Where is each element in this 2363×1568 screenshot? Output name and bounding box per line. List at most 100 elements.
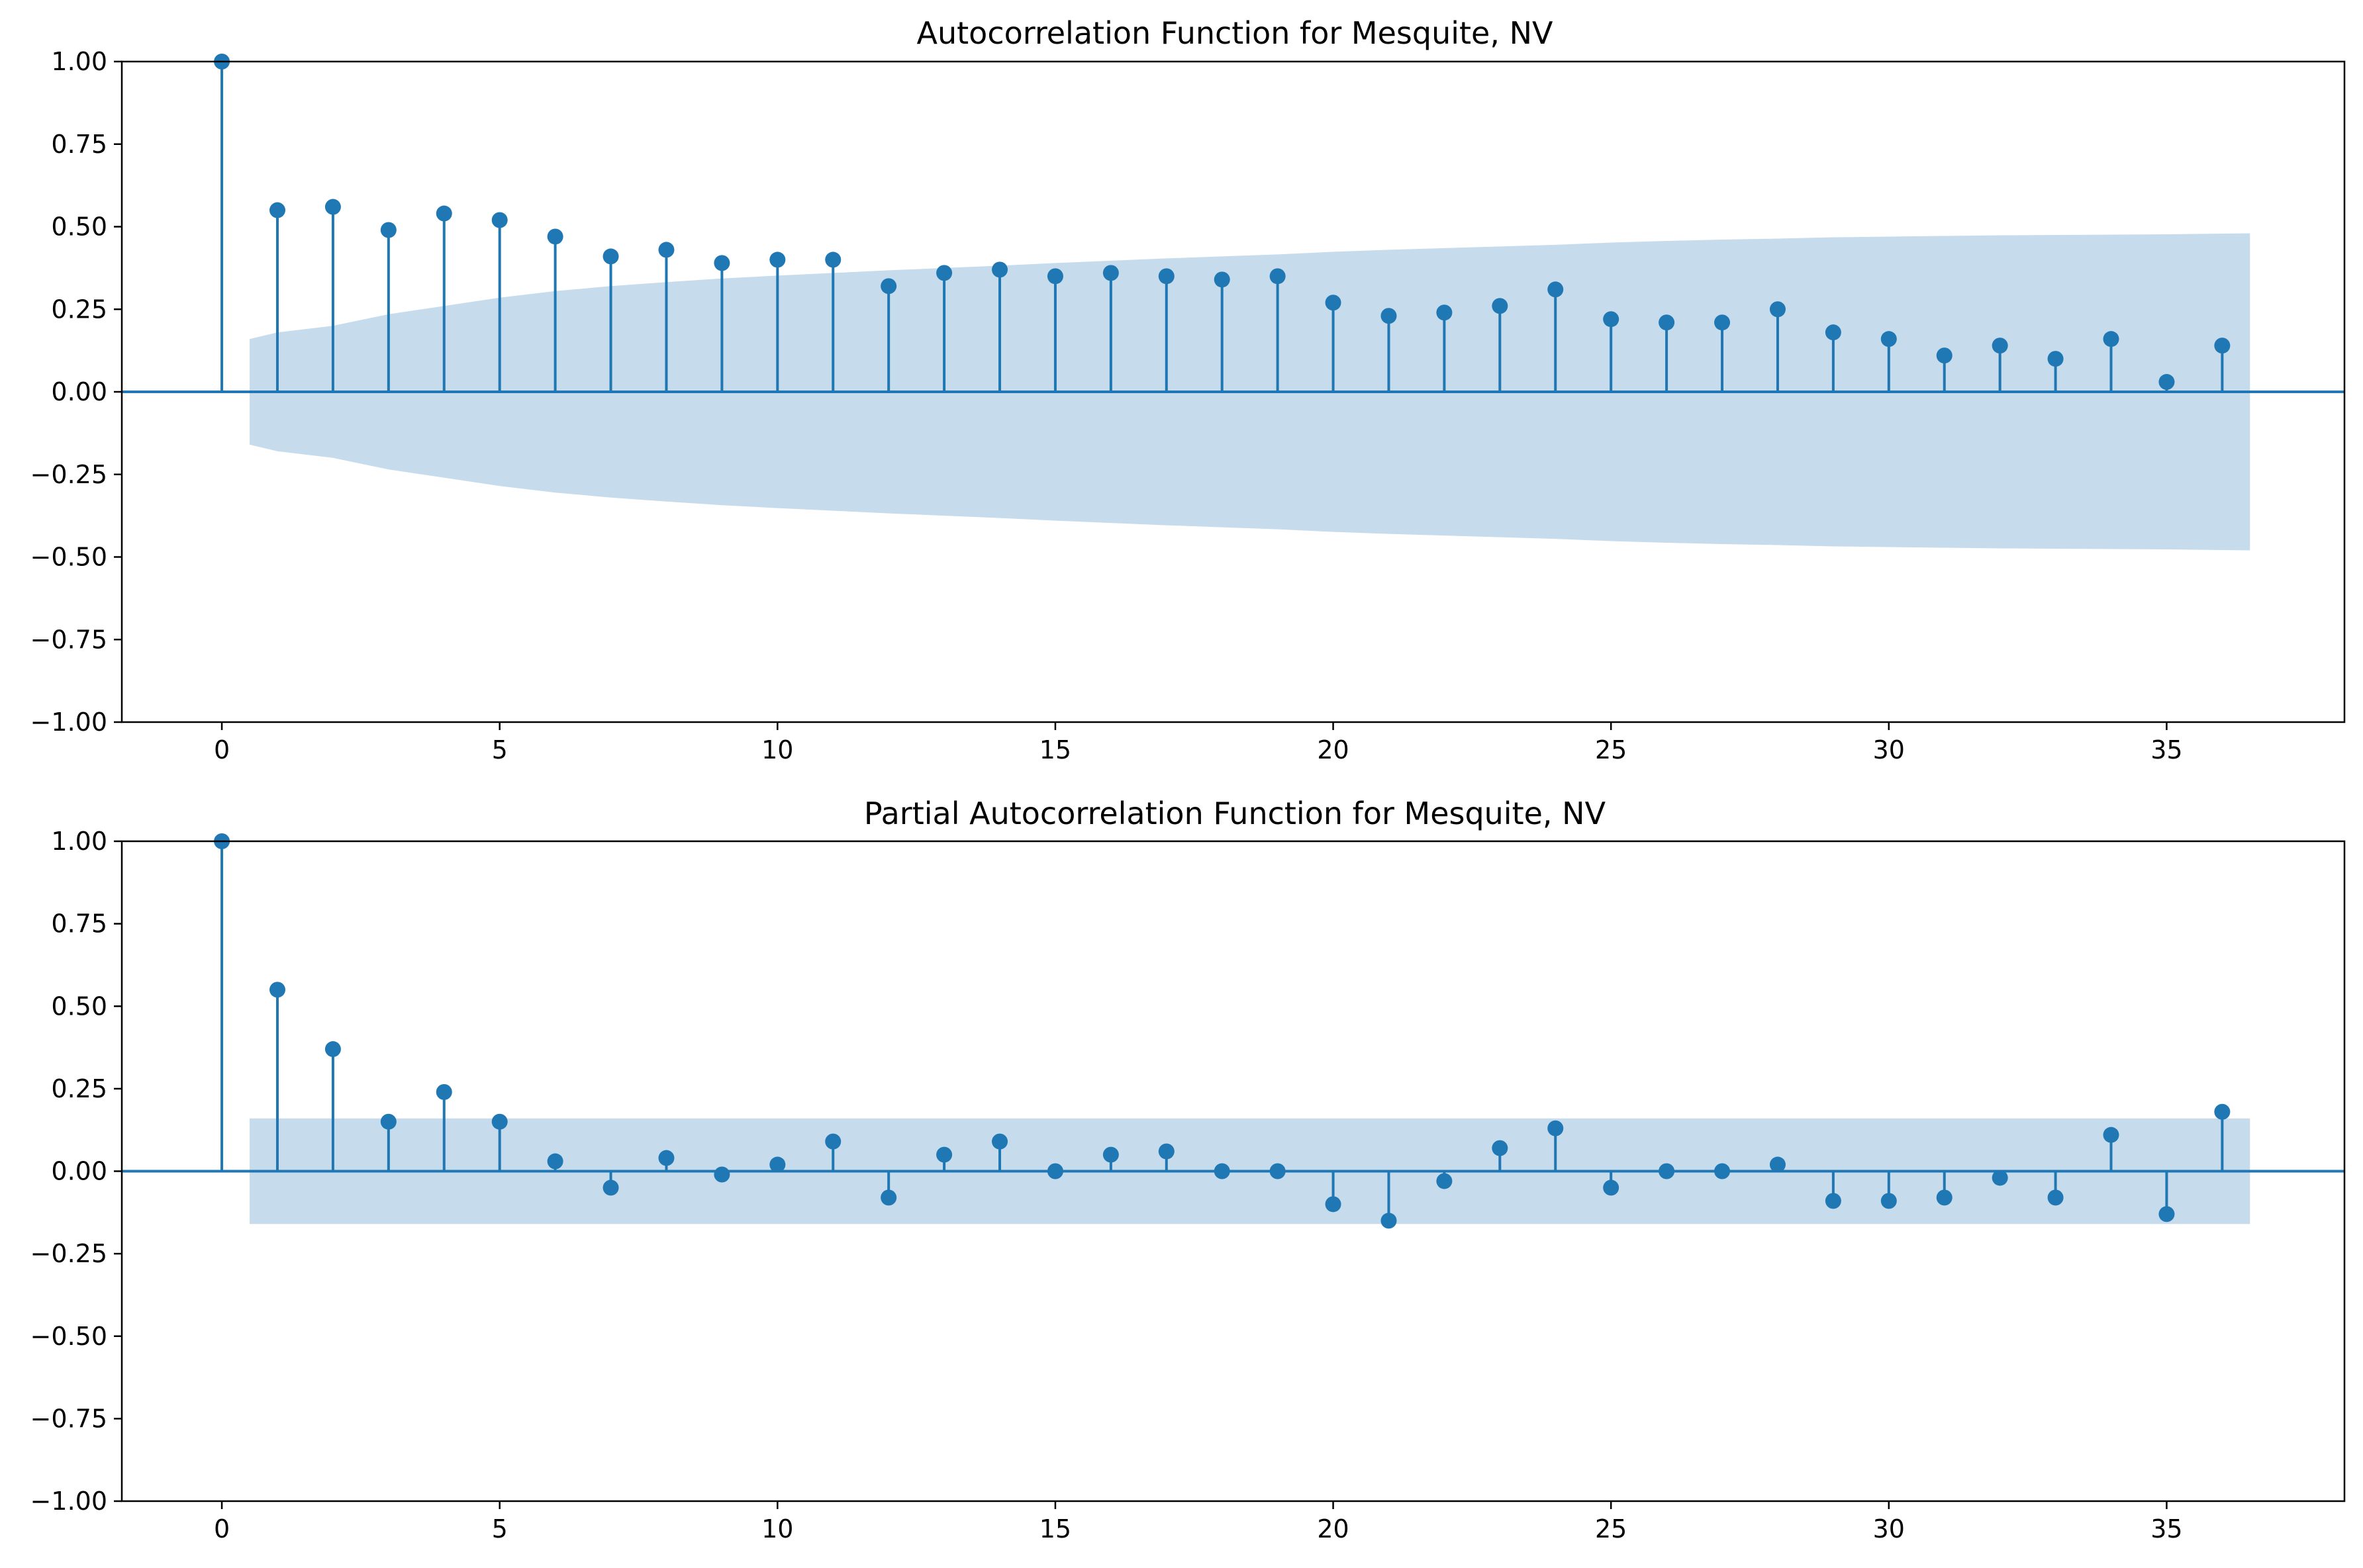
pacf-x-tick-label: 10 [761,1514,793,1544]
acf-marker-lag-1 [269,202,285,218]
acf-marker-lag-17 [1158,268,1175,285]
pacf-marker-lag-22 [1436,1173,1453,1189]
pacf-marker-lag-19 [1269,1163,1286,1179]
pacf-marker-lag-15 [1047,1163,1063,1179]
acf-panel: Autocorrelation Function for Mesquite, N… [30,15,2346,764]
acf-marker-lag-7 [603,248,619,265]
acf-title: Autocorrelation Function for Mesquite, N… [917,15,1553,51]
acf-marker-lag-9 [714,255,730,271]
acf-markers [214,54,2231,391]
acf-marker-lag-4 [436,205,452,222]
pacf-marker-lag-2 [324,1041,341,1058]
pacf-marker-lag-14 [992,1133,1008,1150]
pacf-marker-lag-28 [1769,1156,1786,1173]
pacf-marker-lag-5 [491,1113,508,1130]
pacf-y-tick-label: 0.50 [51,992,107,1021]
pacf-x-tick-label: 25 [1595,1514,1627,1544]
acf-marker-lag-32 [1992,338,2008,354]
acf-marker-lag-5 [491,212,508,228]
pacf-y-tick-label: −1.00 [30,1487,107,1516]
acf-marker-lag-6 [547,228,563,245]
acf-y-tick-label: −0.75 [30,625,107,654]
pacf-marker-lag-27 [1714,1163,1731,1179]
pacf-marker-lag-33 [2047,1189,2064,1206]
pacf-marker-lag-25 [1603,1179,1619,1196]
pacf-y-axis: −1.00 −0.75 −0.50 −0.25 0.00 0.25 0.50 0.75 1.00 [30,827,122,1516]
pacf-marker-lag-16 [1102,1146,1119,1163]
pacf-marker-lag-20 [1325,1196,1341,1213]
pacf-marker-lag-10 [769,1156,786,1173]
pacf-marker-lag-18 [1214,1163,1230,1179]
acf-x-tick-label: 15 [1039,735,1071,764]
acf-marker-lag-22 [1436,304,1453,321]
pacf-marker-lag-17 [1158,1143,1175,1160]
acf-y-tick-label: −0.25 [30,460,107,489]
pacf-marker-lag-4 [436,1084,452,1100]
pacf-y-tick-label: 1.00 [51,827,107,856]
acf-marker-lag-2 [324,199,341,215]
acf-marker-lag-16 [1102,265,1119,281]
acf-marker-lag-20 [1325,295,1341,311]
pacf-marker-lag-1 [269,982,285,998]
pacf-y-tick-label: 0.25 [51,1074,107,1103]
pacf-y-tick-label: −0.25 [30,1239,107,1268]
acf-marker-lag-29 [1825,324,1841,341]
acf-y-tick-label: −1.00 [30,708,107,737]
acf-marker-lag-15 [1047,268,1063,285]
acf-x-tick-label: 5 [492,735,508,764]
pacf-marker-lag-24 [1547,1120,1564,1136]
acf-marker-lag-33 [2047,351,2064,367]
pacf-y-tick-label: −0.75 [30,1404,107,1433]
acf-x-tick-label: 35 [2150,735,2182,764]
acf-x-tick-label: 10 [761,735,793,764]
acf-y-tick-label: −0.50 [30,543,107,572]
pacf-stems [220,841,2224,1221]
pacf-marker-lag-32 [1992,1170,2008,1186]
pacf-marker-lag-34 [2103,1127,2119,1143]
pacf-x-tick-label: 5 [492,1514,508,1544]
pacf-x-axis: 0 5 10 15 20 25 30 35 [214,1501,2183,1544]
acf-marker-lag-19 [1269,268,1286,285]
acf-marker-lag-14 [992,261,1008,278]
acf-y-tick-label: 1.00 [51,47,107,76]
acf-marker-lag-35 [2158,374,2175,391]
acf-stems [220,62,2224,392]
pacf-marker-lag-23 [1492,1140,1508,1156]
pacf-y-tick-label: 0.00 [51,1157,107,1186]
acf-marker-lag-26 [1659,314,1675,331]
pacf-markers [214,833,2231,1229]
acf-y-axis: −1.00 −0.75 −0.50 −0.25 0.00 0.25 0.50 0.75 1.00 [30,47,122,737]
acf-y-tick-label: 0.25 [51,295,107,324]
acf-marker-lag-34 [2103,331,2119,347]
pacf-x-tick-label: 20 [1317,1514,1349,1544]
acf-marker-lag-18 [1214,271,1230,288]
pacf-marker-lag-35 [2158,1206,2175,1222]
pacf-y-tick-label: −0.50 [30,1322,107,1351]
pacf-x-tick-label: 35 [2150,1514,2182,1544]
pacf-marker-lag-31 [1936,1189,1953,1206]
acf-marker-lag-28 [1769,301,1786,318]
acf-x-tick-label: 25 [1595,735,1627,764]
pacf-y-tick-label: 0.75 [51,909,107,939]
acf-y-tick-label: 0.75 [51,130,107,159]
acf-marker-lag-36 [2214,338,2231,354]
pacf-marker-lag-13 [936,1146,953,1163]
acf-marker-lag-31 [1936,347,1953,364]
acf-y-tick-label: 0.00 [51,377,107,406]
pacf-marker-lag-9 [714,1166,730,1183]
acf-x-tick-label: 0 [214,735,230,764]
pacf-marker-lag-36 [2214,1103,2231,1120]
pacf-marker-lag-26 [1659,1163,1675,1179]
acf-marker-lag-12 [881,278,897,295]
pacf-marker-lag-7 [603,1179,619,1196]
acf-x-axis: 0 5 10 15 20 25 30 35 [214,722,2183,764]
pacf-title: Partial Autocorrelation Function for Mes… [864,796,1606,831]
acf-y-tick-label: 0.50 [51,212,107,242]
acf-x-tick-label: 30 [1873,735,1905,764]
acf-marker-lag-30 [1880,331,1897,347]
acf-marker-lag-21 [1380,308,1397,324]
acf-marker-lag-3 [380,222,397,238]
pacf-x-tick-label: 30 [1873,1514,1905,1544]
